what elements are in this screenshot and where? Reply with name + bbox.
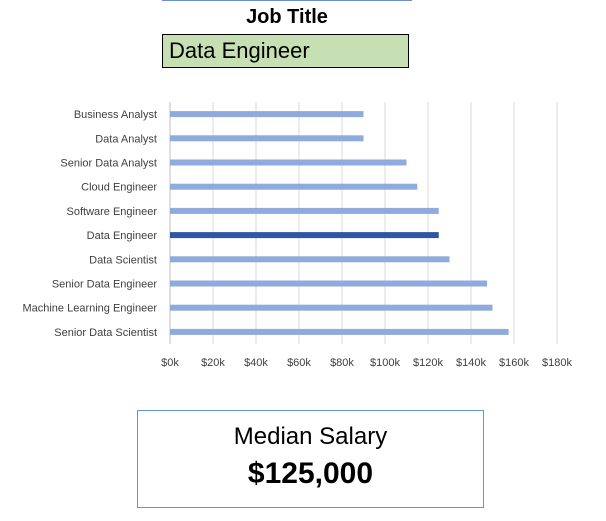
median-salary-label: Median Salary [233, 423, 388, 450]
category-label: Data Scientist [89, 254, 157, 266]
bar [170, 232, 439, 239]
category-label: Data Engineer [87, 230, 158, 242]
x-tick-label: $60k [287, 357, 311, 369]
bar [170, 328, 509, 335]
x-tick-label: $80k [330, 357, 354, 369]
bar [170, 183, 418, 190]
median-salary-card: Median Salary $125,000 [137, 410, 484, 508]
bar [170, 280, 488, 287]
category-label: Cloud Engineer [81, 182, 157, 194]
bar [170, 135, 364, 142]
category-label: Senior Data Analyst [60, 158, 157, 170]
x-tick-label: $160k [499, 357, 529, 369]
category-label: Data Analyst [95, 133, 157, 145]
job-title-selector[interactable]: Data Engineer [162, 34, 409, 68]
x-tick-label: $0k [161, 357, 179, 369]
x-tick-label: $40k [244, 357, 268, 369]
salary-bar-chart: $0k $20k $40k $60k $80k $100k $120k $140k $160k $… [22, 102, 572, 369]
x-tick-label: $100k [370, 357, 400, 369]
bar [170, 159, 407, 166]
x-tick-label: $20k [201, 357, 225, 369]
category-label: Senior Data Scientist [54, 327, 157, 339]
category-label: Business Analyst [74, 109, 157, 121]
category-label: Machine Learning Engineer [22, 303, 157, 315]
bar [170, 207, 439, 214]
category-label: Software Engineer [67, 206, 158, 218]
top-rule [162, 0, 412, 1]
median-salary-value: $125,000 [247, 457, 374, 490]
x-tick-label: $180k [542, 357, 572, 369]
bar [170, 111, 364, 118]
bar [170, 256, 450, 263]
job-title-label: Job Title [246, 6, 328, 28]
bar [170, 304, 493, 311]
x-tick-label: $140k [456, 357, 486, 369]
category-label: Senior Data Engineer [52, 279, 158, 291]
x-tick-label: $120k [413, 357, 443, 369]
